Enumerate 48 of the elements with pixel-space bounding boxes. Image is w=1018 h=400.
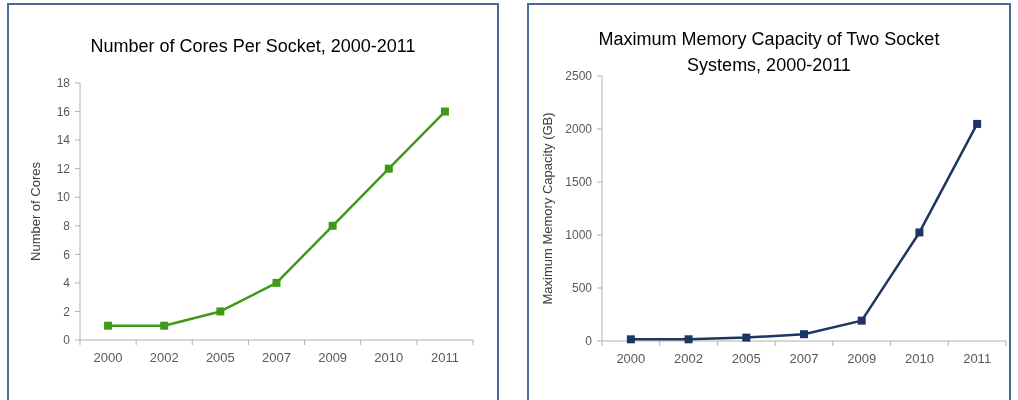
- y-tick-label: 16: [56, 104, 71, 119]
- x-tick-label: 2011: [430, 350, 459, 365]
- y-tick-label: 2: [63, 304, 71, 319]
- x-tick-label: 2005: [731, 351, 761, 366]
- point: [440, 107, 449, 116]
- y-tick-label: 1000: [565, 228, 593, 243]
- point: [800, 330, 808, 339]
- y-tick-label: 2500: [565, 69, 593, 84]
- point: [973, 119, 982, 128]
- point: [384, 164, 393, 173]
- point: [626, 335, 635, 344]
- y-tick-label: 18: [56, 76, 71, 91]
- y-tick-label: 0: [585, 334, 593, 349]
- y-tick-label: 8: [63, 218, 71, 233]
- y-tick-label: 1500: [565, 175, 593, 190]
- y-tick-label: 12: [56, 161, 71, 176]
- y-tick-label: 4: [63, 276, 71, 291]
- y-tick-label: 14: [56, 133, 71, 148]
- x-tick-label: 2007: [262, 350, 291, 365]
- y-axis-title: Number of Cores: [28, 161, 43, 261]
- x-tick-label: 2011: [963, 351, 992, 366]
- x-tick-label: 2010: [374, 350, 404, 365]
- point: [742, 333, 751, 342]
- x-tick-label: 2000: [616, 351, 646, 366]
- chart-title: Number of Cores Per Socket, 2000-2011: [90, 36, 416, 56]
- y-tick-label: 500: [571, 281, 593, 296]
- y-tick-label: 2000: [565, 122, 593, 137]
- y-tick-label: 0: [63, 333, 71, 348]
- point: [857, 316, 866, 325]
- y-axis-title: Maximum Memory Capacity (GB): [540, 112, 555, 305]
- x-tick-label: 2007: [789, 351, 819, 366]
- point: [684, 335, 693, 344]
- point: [915, 228, 924, 237]
- x-tick-label: 2009: [318, 350, 348, 365]
- y-tick-label: 6: [63, 247, 71, 262]
- y-tick-label: 10: [56, 190, 71, 205]
- x-tick-label: 2009: [847, 351, 877, 366]
- x-tick-label: 2005: [205, 350, 235, 365]
- chart-title: Maximum Memory Capacity of Two Socket Systems, 2000-2011: [598, 29, 940, 75]
- x-tick-label: 2010: [904, 351, 934, 366]
- x-tick-label: 2000: [93, 350, 123, 365]
- x-tick-label: 2002: [149, 350, 179, 365]
- point: [328, 221, 337, 230]
- point: [272, 278, 281, 287]
- point: [104, 321, 113, 330]
- x-tick-label: 2002: [674, 351, 704, 366]
- point: [160, 321, 169, 330]
- point: [216, 307, 225, 316]
